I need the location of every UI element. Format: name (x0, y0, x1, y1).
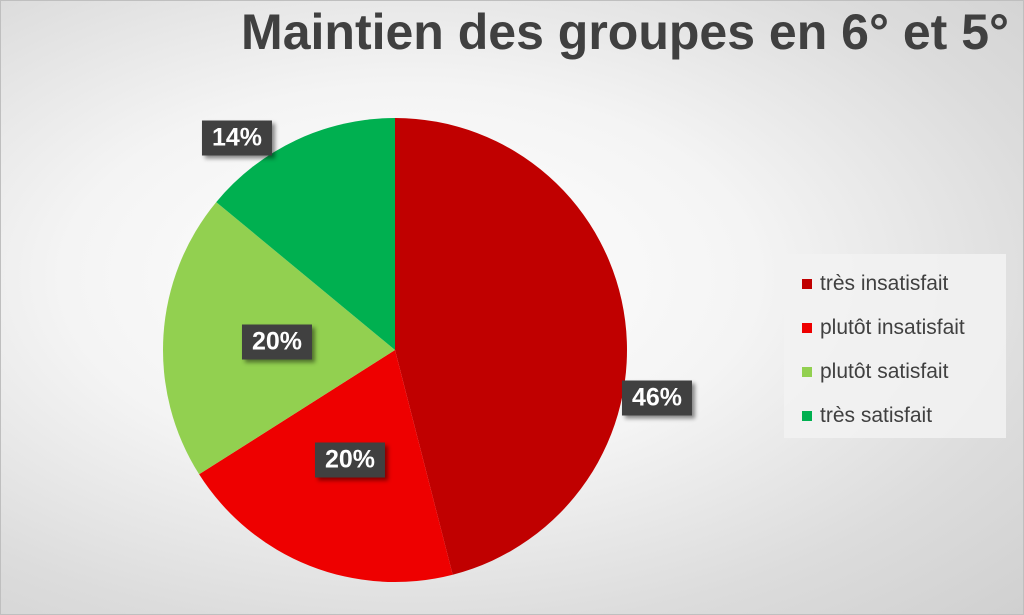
pie-slice (395, 118, 627, 575)
legend-item: très insatisfait (802, 262, 1006, 306)
legend-label: très insatisfait (820, 272, 949, 295)
chart-title: Maintien des groupes en 6° et 5° (241, 4, 1009, 60)
data-label: 20% (241, 324, 313, 360)
data-label: 46% (621, 380, 693, 416)
legend-swatch (802, 367, 812, 377)
legend-swatch (802, 279, 812, 289)
legend-swatch (802, 323, 812, 333)
legend: très insatisfait plutôt insatisfait plut… (784, 254, 1006, 438)
legend-label: plutôt satisfait (820, 360, 949, 383)
legend-swatch (802, 411, 812, 421)
data-label: 14% (201, 120, 273, 156)
legend-item: plutôt satisfait (802, 350, 1006, 394)
data-label: 20% (314, 442, 386, 478)
legend-label: plutôt insatisfait (820, 316, 965, 339)
legend-item: très satisfait (802, 394, 1006, 438)
legend-label: très satisfait (820, 404, 933, 427)
legend-item: plutôt insatisfait (802, 306, 1006, 350)
pie-slice (216, 118, 395, 350)
